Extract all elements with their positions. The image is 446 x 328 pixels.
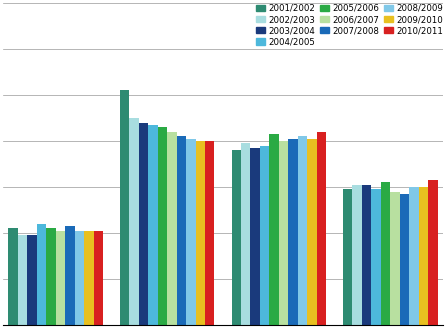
Bar bbox=[251, 148, 260, 325]
Bar bbox=[196, 141, 205, 325]
Bar bbox=[372, 189, 380, 325]
Bar bbox=[46, 229, 56, 325]
Legend: 2001/2002, 2002/2003, 2003/2004, 2004/2005, 2005/2006, 2006/2007, 2007/2008, 200: 2001/2002, 2002/2003, 2003/2004, 2004/20… bbox=[256, 4, 443, 46]
Bar bbox=[75, 231, 84, 325]
Bar bbox=[66, 226, 74, 325]
Bar bbox=[400, 194, 409, 325]
Bar bbox=[409, 187, 418, 325]
Bar bbox=[343, 189, 352, 325]
Bar bbox=[167, 132, 177, 325]
Bar bbox=[289, 139, 297, 325]
Bar bbox=[177, 136, 186, 325]
Bar bbox=[129, 118, 139, 325]
Bar bbox=[8, 229, 18, 325]
Bar bbox=[298, 136, 307, 325]
Bar bbox=[205, 141, 215, 325]
Bar bbox=[231, 150, 241, 325]
Bar bbox=[362, 185, 371, 325]
Bar bbox=[241, 143, 250, 325]
Bar bbox=[139, 123, 148, 325]
Bar bbox=[84, 231, 94, 325]
Bar bbox=[18, 236, 27, 325]
Bar bbox=[28, 236, 37, 325]
Bar bbox=[186, 139, 195, 325]
Bar bbox=[120, 90, 129, 325]
Bar bbox=[419, 187, 428, 325]
Bar bbox=[390, 192, 400, 325]
Bar bbox=[381, 182, 390, 325]
Bar bbox=[428, 180, 438, 325]
Bar bbox=[37, 224, 46, 325]
Bar bbox=[94, 231, 103, 325]
Bar bbox=[149, 125, 157, 325]
Bar bbox=[307, 139, 317, 325]
Bar bbox=[260, 146, 269, 325]
Bar bbox=[158, 127, 167, 325]
Bar bbox=[269, 134, 279, 325]
Bar bbox=[352, 185, 362, 325]
Bar bbox=[317, 132, 326, 325]
Bar bbox=[279, 141, 288, 325]
Bar bbox=[56, 231, 65, 325]
